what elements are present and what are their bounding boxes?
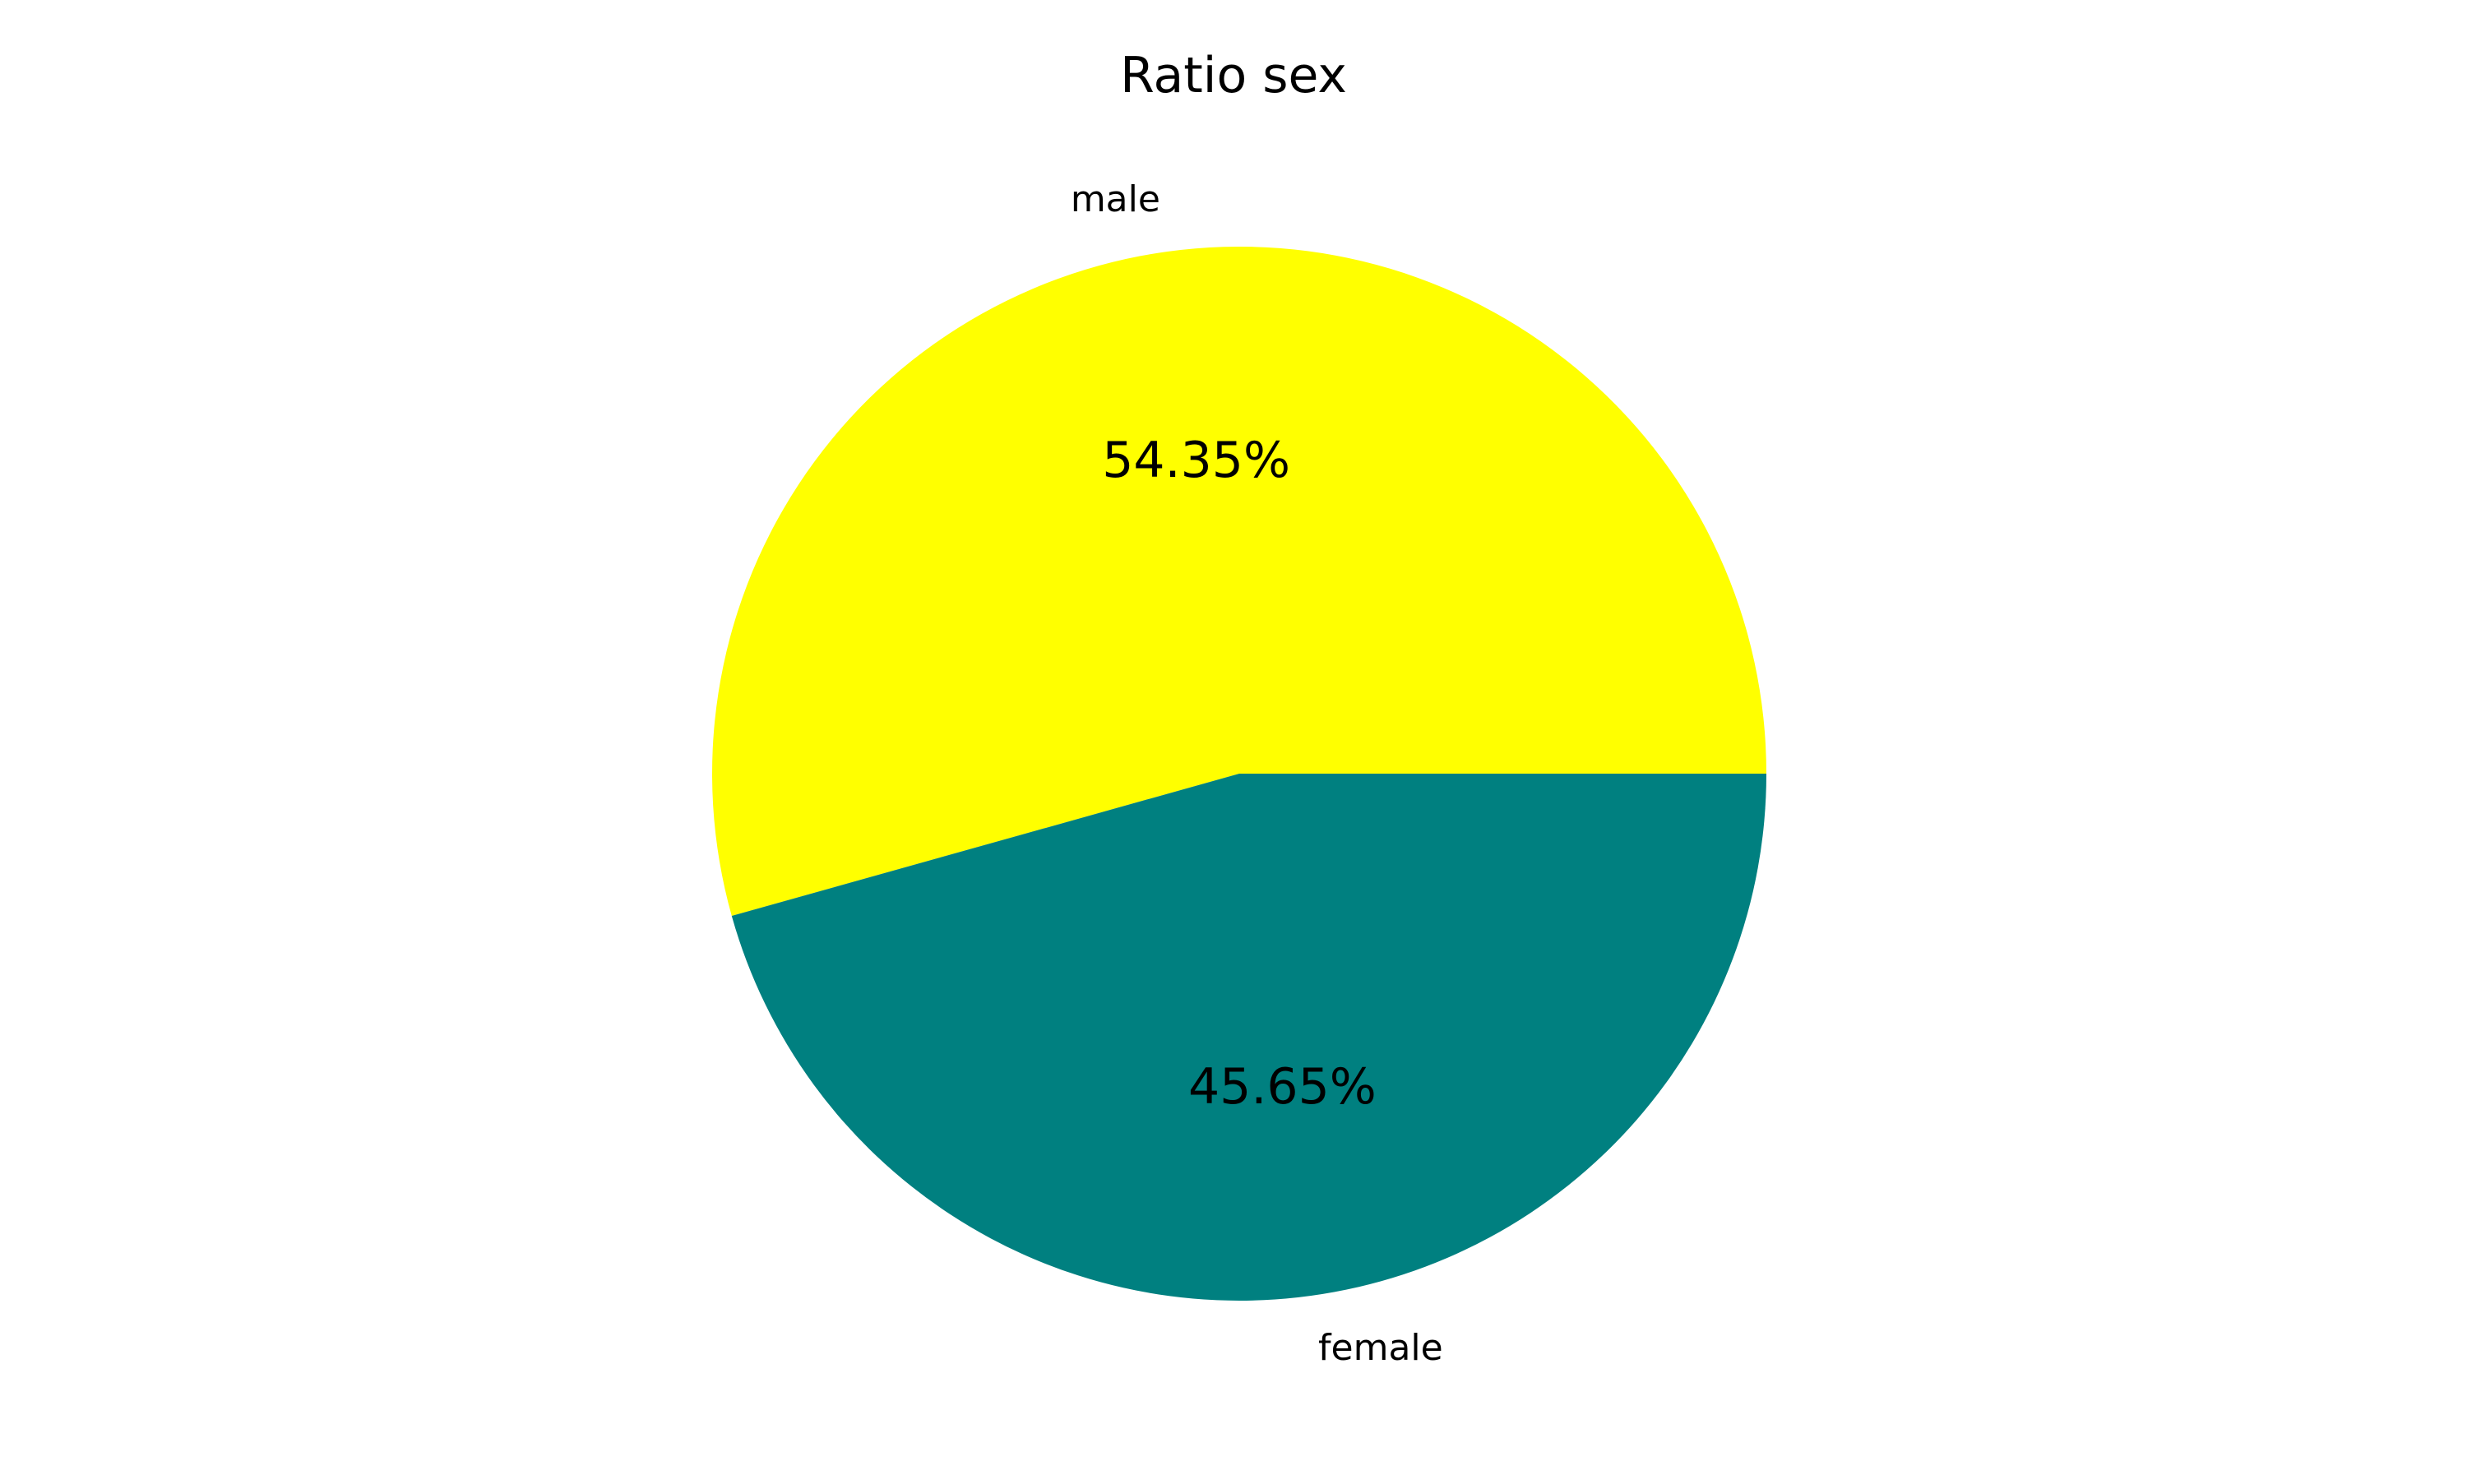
slice-label-female: female [1318, 1327, 1443, 1369]
pie-slices [712, 247, 1766, 1301]
pie-labels: male 54.35% female 45.65% [1071, 178, 1443, 1369]
slice-percent-male: 54.35% [1102, 432, 1290, 489]
pie-slice-male [712, 247, 1766, 917]
slice-percent-female: 45.65% [1188, 1058, 1377, 1116]
chart-title: Ratio sex [1120, 47, 1347, 104]
slice-label-male: male [1071, 178, 1160, 220]
pie-slice-female [731, 774, 1766, 1301]
